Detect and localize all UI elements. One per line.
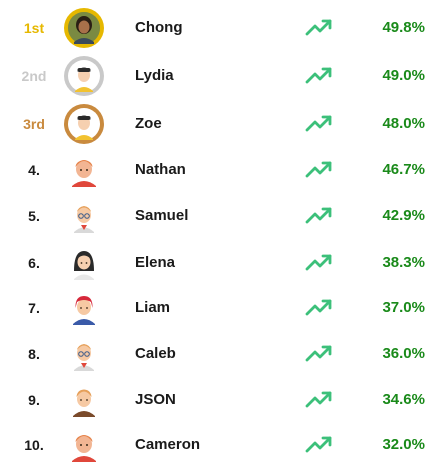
user-avatar — [62, 332, 106, 376]
trending-up-icon — [305, 253, 333, 273]
user-name: Nathan — [135, 161, 186, 178]
trending-up-icon — [305, 344, 333, 364]
rank-label: 4. — [28, 162, 40, 178]
percent-value: 36.0% — [382, 345, 425, 362]
leaderboard-row: 10. Cameron 32.0% — [0, 422, 437, 468]
user-avatar — [62, 6, 106, 50]
user-avatar — [62, 423, 106, 467]
leaderboard-row: 2nd Lydia 49.0% — [0, 53, 437, 99]
user-avatar — [62, 54, 106, 98]
user-avatar — [62, 286, 106, 330]
user-avatar — [62, 148, 106, 192]
rank-label: 8. — [28, 346, 40, 362]
leaderboard-row: 3rd Zoe 48.0% — [0, 101, 437, 147]
rank-label: 2nd — [21, 68, 47, 84]
trending-up-icon — [305, 18, 333, 38]
trending-up-icon — [305, 160, 333, 180]
user-name: Zoe — [135, 115, 162, 132]
leaderboard-row: 6. Elena 38.3% — [0, 240, 437, 286]
leaderboard-row: 4. Nathan 46.7% — [0, 147, 437, 193]
user-name: Samuel — [135, 207, 189, 224]
leaderboard-row: 1st Chong 49.8% — [0, 5, 437, 51]
percent-value: 46.7% — [382, 161, 425, 178]
trending-up-icon — [305, 435, 333, 455]
trending-up-icon — [305, 298, 333, 318]
percent-value: 49.0% — [382, 67, 425, 84]
user-avatar — [62, 194, 106, 238]
rank-label: 1st — [23, 20, 45, 36]
user-name: Elena — [135, 254, 176, 271]
rank-label: 6. — [28, 255, 40, 271]
user-avatar — [62, 378, 106, 422]
user-name: Caleb — [135, 345, 176, 362]
user-avatar — [62, 241, 106, 285]
percent-value: 32.0% — [382, 436, 425, 453]
user-name: Lydia — [135, 67, 174, 84]
percent-value: 48.0% — [382, 115, 425, 132]
leaderboard-row: 9. JSON 34.6% — [0, 377, 437, 423]
rank-label: 10. — [24, 437, 44, 453]
trending-up-icon — [305, 390, 333, 410]
percent-value: 37.0% — [382, 299, 425, 316]
user-name: Chong — [135, 19, 183, 36]
percent-value: 34.6% — [382, 391, 425, 408]
percent-value: 42.9% — [382, 207, 425, 224]
user-avatar — [62, 102, 106, 146]
trending-up-icon — [305, 206, 333, 226]
leaderboard-row: 8. Caleb 36.0% — [0, 331, 437, 377]
user-name: Liam — [135, 299, 171, 316]
trending-up-icon — [305, 114, 333, 134]
leaderboard-row: 7. Liam 37.0% — [0, 285, 437, 331]
rank-label: 5. — [28, 208, 40, 224]
user-name: Cameron — [135, 436, 201, 453]
percent-value: 49.8% — [382, 19, 425, 36]
rank-label: 3rd — [23, 116, 45, 132]
trending-up-icon — [305, 66, 333, 86]
user-name: JSON — [135, 391, 176, 408]
leaderboard-row: 5. Samuel 42.9% — [0, 193, 437, 239]
percent-value: 38.3% — [382, 254, 425, 271]
rank-label: 7. — [28, 300, 40, 316]
rank-label: 9. — [28, 392, 40, 408]
